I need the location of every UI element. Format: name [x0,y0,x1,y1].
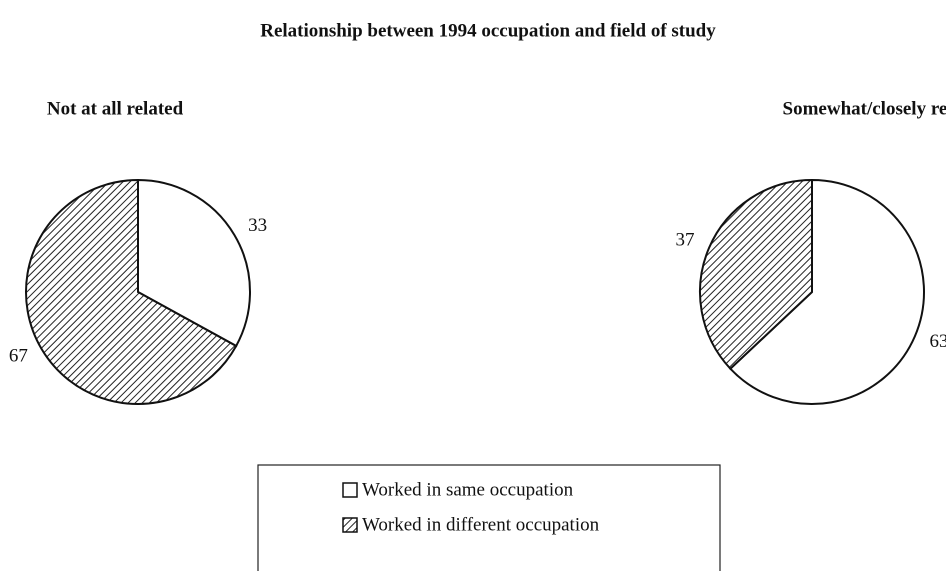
legend-swatch [342,482,358,498]
legend-swatch [342,517,358,533]
pie-title: Somewhat/closely related [783,98,946,119]
data-label: 63 [929,331,946,352]
pie-slice [699,178,813,371]
data-label: 67 [9,346,28,367]
data-label: 37 [676,230,695,251]
pie-slice [137,178,251,348]
pie-slice [25,178,238,405]
legend-label: Worked in different occupation [362,514,600,535]
legend-box [257,464,721,571]
legend-label: Worked in same occupation [362,479,574,500]
pie-title: Not at all related [47,98,184,119]
pie-slice [728,178,925,405]
data-label: 33 [248,215,267,236]
chart-title: Relationship between 1994 occupation and… [260,20,716,41]
